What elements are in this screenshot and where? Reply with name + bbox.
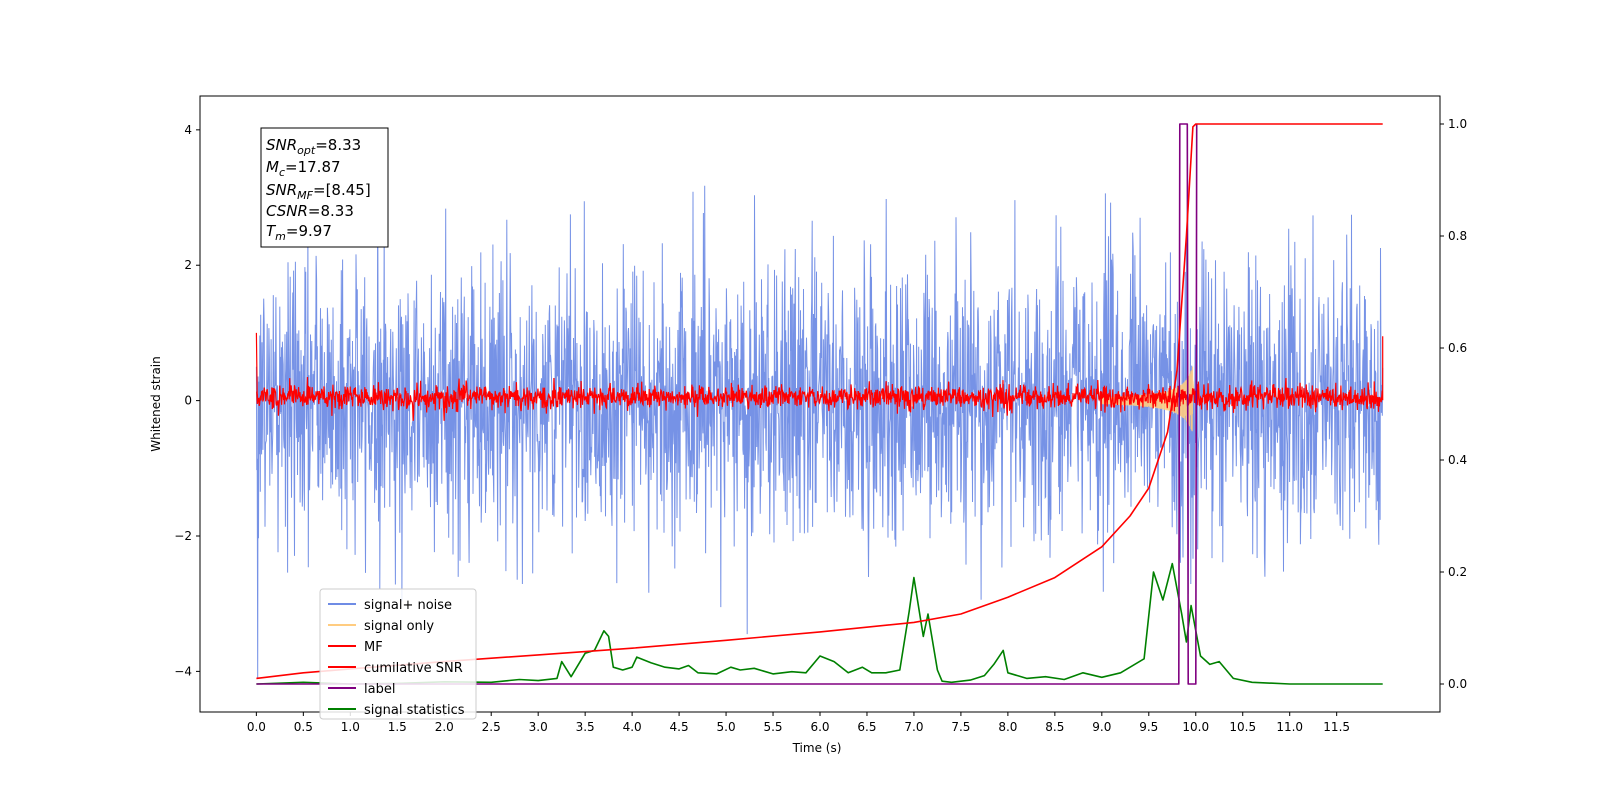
x-tick-label: 4.0 — [623, 720, 642, 734]
y-axis-right: 0.0 0.2 0.4 0.6 0.8 1.0 — [1440, 117, 1467, 691]
x-tick-label: 9.0 — [1092, 720, 1111, 734]
x-tick-label: 7.5 — [951, 720, 970, 734]
y-left-tick-label: 4 — [184, 123, 192, 137]
y-left-tick-label: −4 — [174, 664, 192, 678]
y-right-tick-label: 1.0 — [1448, 117, 1467, 131]
annotation-frame — [260, 127, 389, 248]
annotation-snr-opt: SNRopt=8.33 — [266, 136, 361, 157]
series-signal-noise-line — [255, 171, 1384, 679]
legend-label: signal statistics — [364, 703, 465, 718]
x-tick-label: 10.0 — [1182, 720, 1209, 734]
x-tick-label: 3.0 — [529, 720, 548, 734]
annotation-box: SNRopt=8.33 Mc=17.87 SNRMF=[8.45] CSNR=8… — [260, 127, 389, 248]
y-right-tick-label: 0.8 — [1448, 229, 1467, 243]
x-tick-label: 0.0 — [247, 720, 266, 734]
y-right-tick-label: 0.0 — [1448, 677, 1467, 691]
series-label-line — [256, 123, 1198, 685]
x-axis-label: Time (s) — [792, 741, 842, 755]
legend-label: signal only — [364, 619, 434, 634]
x-tick-label: 6.0 — [810, 720, 829, 734]
legend-frame — [319, 588, 477, 720]
legend-label: label — [364, 682, 395, 697]
x-tick-label: 8.5 — [1045, 720, 1064, 734]
y-axis-left: −4 −2 0 2 4 — [174, 123, 200, 678]
x-tick-label: 0.5 — [294, 720, 313, 734]
y-axis-label: Whitened strain — [149, 356, 163, 452]
x-tick-label: 10.5 — [1229, 720, 1256, 734]
x-tick-label: 8.0 — [998, 720, 1017, 734]
x-tick-label: 11.5 — [1323, 720, 1350, 734]
legend-label: cumilative SNR — [364, 661, 463, 676]
x-tick-label: 1.0 — [341, 720, 360, 734]
y-right-tick-label: 0.6 — [1448, 341, 1467, 355]
annotation-mc: Mc=17.87 — [266, 158, 341, 179]
y-right-tick-label: 0.2 — [1448, 565, 1467, 579]
x-tick-label: 5.5 — [763, 720, 782, 734]
y-left-tick-label: 0 — [184, 394, 192, 408]
annotation-csnr: CSNR=8.33 — [266, 202, 354, 220]
x-tick-label: 7.0 — [904, 720, 923, 734]
annotation-snr-mf: SNRMF=[8.45] — [266, 181, 371, 202]
series-mf-line — [255, 332, 1384, 421]
legend: signal+ noise signal only MF cumilative SNR… — [319, 588, 477, 720]
y-left-tick-label: −2 — [174, 529, 192, 543]
y-left-tick-label: 2 — [184, 258, 192, 272]
x-tick-label: 5.0 — [717, 720, 736, 734]
y-right-tick-label: 0.4 — [1448, 453, 1467, 467]
x-tick-label: 6.5 — [857, 720, 876, 734]
x-tick-label: 4.5 — [670, 720, 689, 734]
x-tick-label: 2.5 — [482, 720, 501, 734]
legend-label: MF — [364, 640, 383, 655]
x-tick-label: 11.0 — [1276, 720, 1303, 734]
legend-label: signal+ noise — [364, 598, 452, 613]
x-tick-label: 2.0 — [435, 720, 454, 734]
x-tick-label: 3.5 — [576, 720, 595, 734]
annotation-tm: Tm=9.97 — [266, 222, 332, 243]
x-tick-label: 9.5 — [1139, 720, 1158, 734]
x-tick-label: 1.5 — [388, 720, 407, 734]
x-axis: 0.0 0.5 1.0 1.5 2.0 2.5 3.0 3.5 4.0 4.5 5.0 5.5 6.0 6… — [247, 712, 1350, 734]
